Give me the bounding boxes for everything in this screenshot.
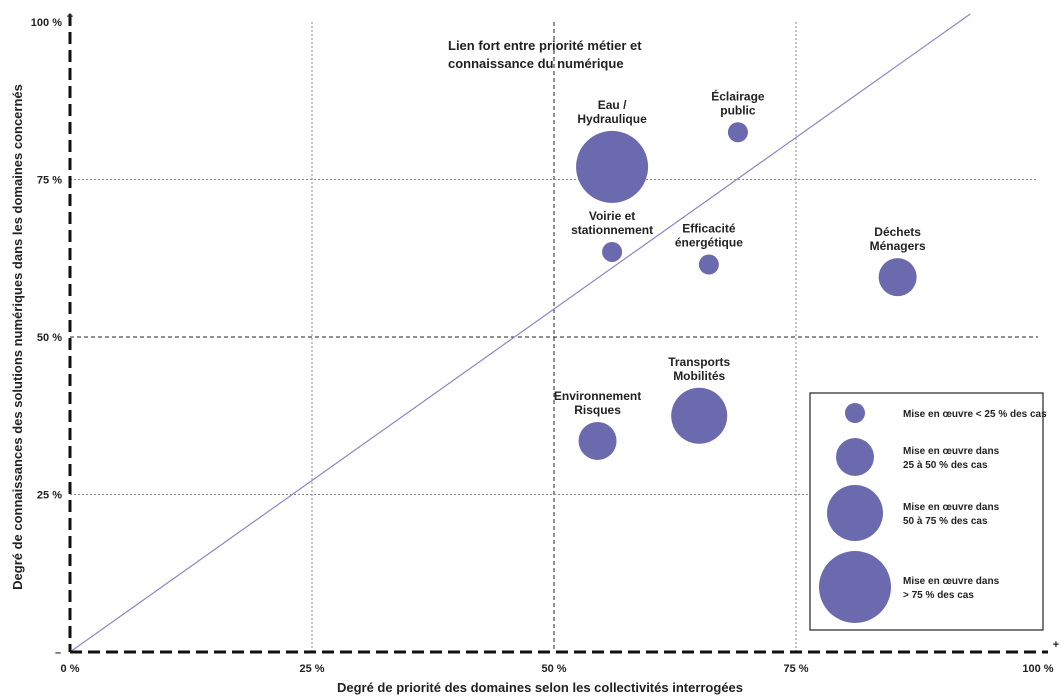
grid-lines	[69, 13, 1038, 653]
x-tick-label: 0 %	[61, 663, 80, 675]
y-tick-label: 75 %	[37, 175, 62, 187]
x-tick-label: 100 %	[1022, 663, 1053, 675]
bubbles	[576, 122, 917, 460]
bubble-label: Transports Mobilités	[668, 355, 730, 383]
bubble-point	[578, 421, 617, 460]
y-tick-label: 25 %	[37, 490, 62, 502]
bubble-point	[698, 254, 719, 275]
x-axis-plus: +	[1053, 639, 1059, 651]
annotation-text: Lien fort entre priorité métier et connai…	[448, 38, 642, 71]
tick-labels: 0 % 25 % 50 % 75 % 100 % 25 % 50 % 75 % 100 %	[31, 17, 1054, 675]
bubble-label: Efficacité énergétique	[675, 222, 743, 250]
legend-label: Mise en œuvre dans > 75 % des cas	[903, 576, 1000, 601]
legend-bubble	[819, 551, 891, 623]
bubble-point	[878, 258, 917, 297]
y-axis-plus: +	[67, 11, 73, 23]
legend-label: Mise en œuvre dans 25 à 50 % des cas	[903, 446, 1000, 471]
bubble-point	[602, 241, 623, 262]
bubble-point	[727, 122, 748, 143]
legend-bubble	[836, 438, 874, 476]
bubble-label: Voirie et stationnement	[571, 209, 653, 237]
x-tick-label: 50 %	[541, 663, 566, 675]
y-tick-label: 100 %	[31, 17, 62, 29]
annotation: Lien fort entre priorité métier et connai…	[448, 38, 642, 71]
legend-bubble	[845, 403, 865, 423]
bubble-label: Éclairage public	[711, 88, 765, 117]
bubble-label: Environnement Risques	[554, 389, 641, 417]
legend-label: Mise en œuvre dans 50 à 75 % des cas	[903, 502, 1000, 527]
y-tick-label: 50 %	[37, 332, 62, 344]
y-axis-title: Degré de connaissances des solutions num…	[10, 84, 25, 590]
axes: + – +	[55, 11, 1059, 659]
bubble-point	[576, 130, 649, 203]
legend-label: Mise en œuvre < 25 % des cas	[903, 409, 1047, 420]
diagonal-line	[69, 13, 971, 653]
legend: Mise en œuvre < 25 % des cas Mise en œuvr…	[809, 392, 1047, 631]
x-tick-label: 25 %	[299, 663, 324, 675]
x-axis-title: Degré de priorité des domaines selon les…	[337, 680, 743, 695]
bubble-labels: Eau / Hydraulique Éclairage public Voirie et…	[554, 88, 926, 417]
x-tick-label: 75 %	[783, 663, 808, 675]
y-axis-minus: –	[55, 647, 61, 659]
bubble-label: Eau / Hydraulique	[577, 98, 647, 126]
bubble-label: Déchets Ménagers	[870, 225, 926, 253]
legend-bubble	[827, 485, 883, 541]
bubble-point	[671, 387, 728, 444]
